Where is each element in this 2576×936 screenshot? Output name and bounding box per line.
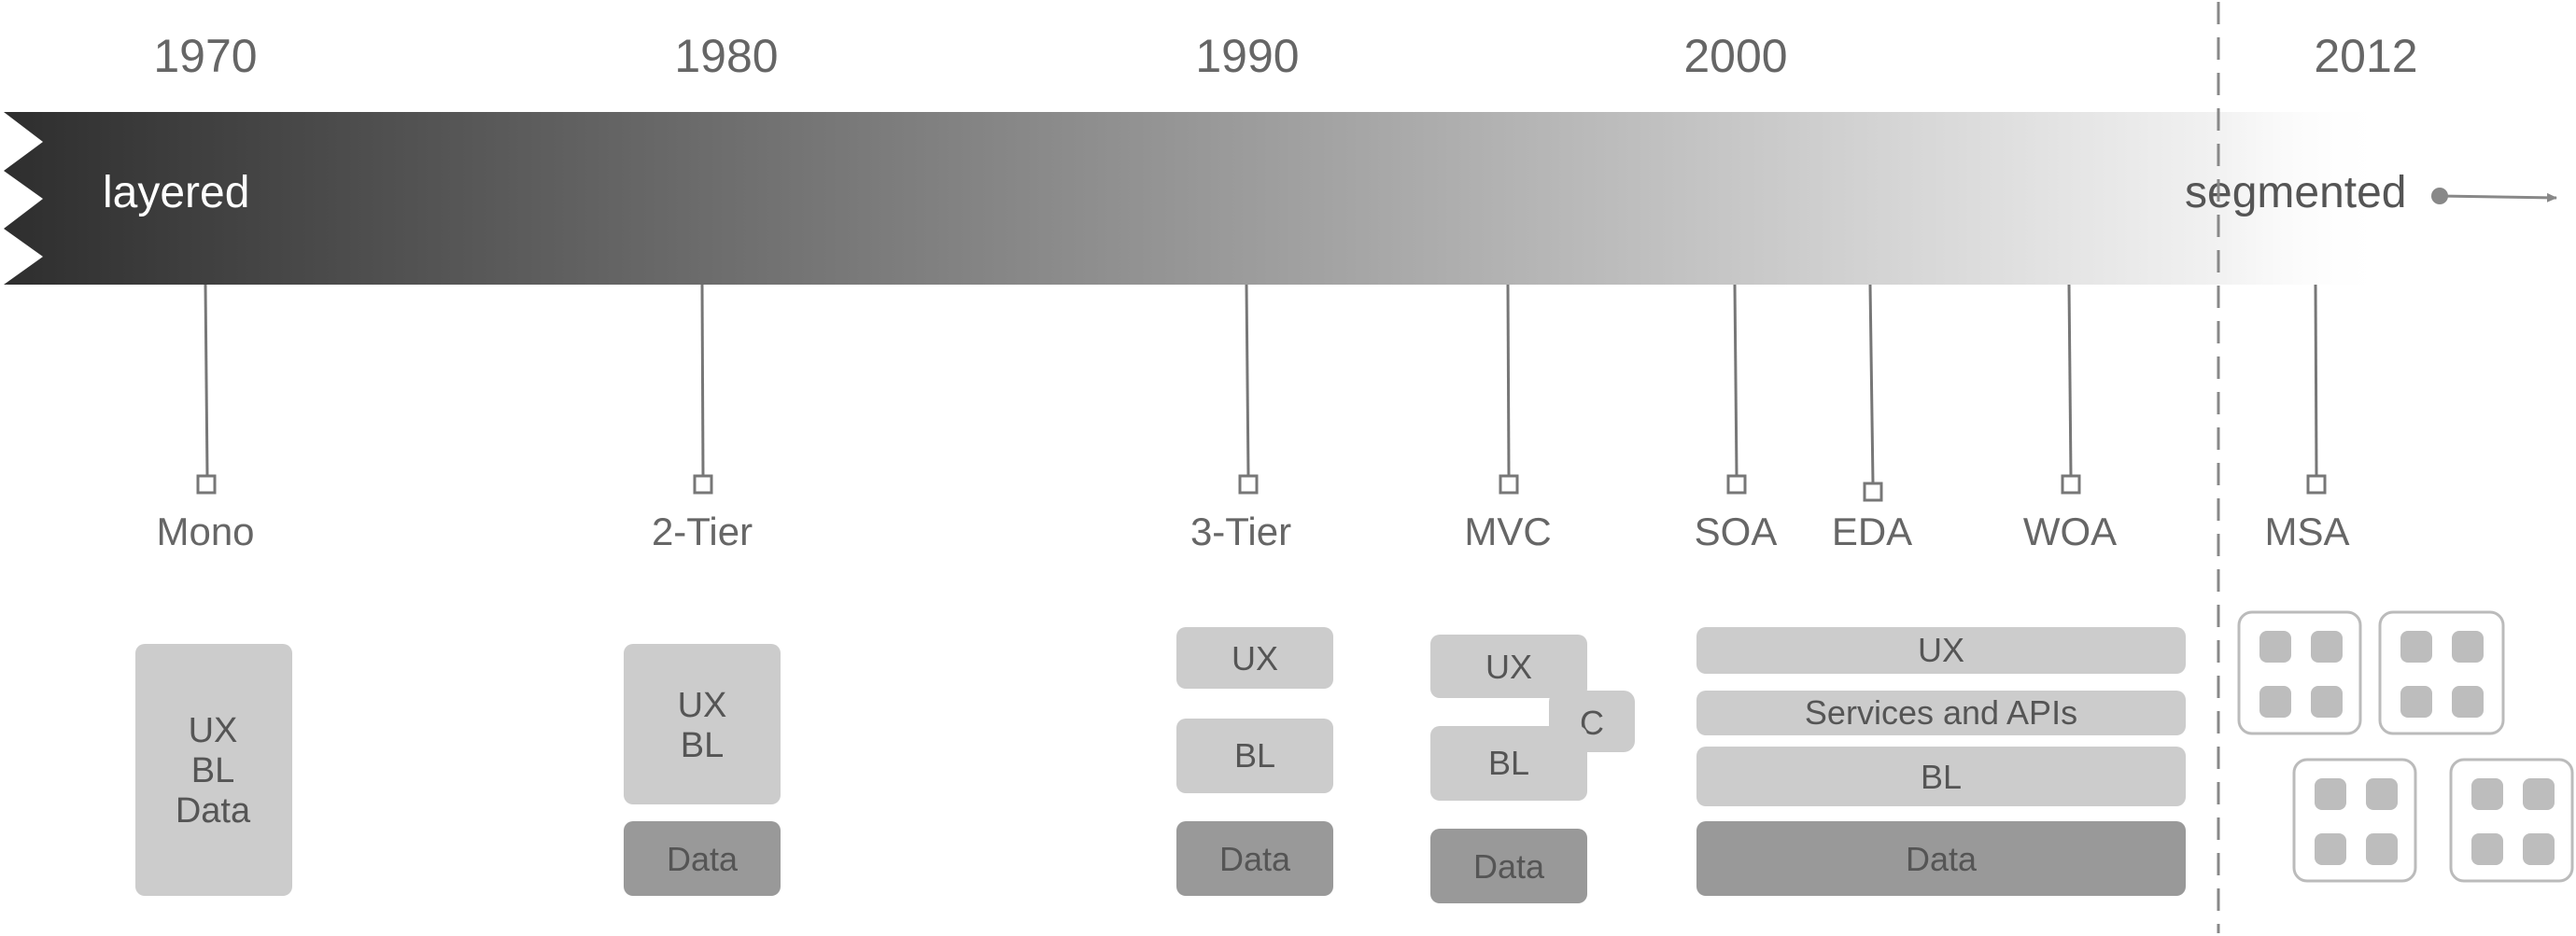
- three-tier-ux: UX: [1232, 639, 1278, 678]
- segmented-label: segmented: [2185, 168, 2407, 217]
- mvc-bl: BL: [1488, 744, 1529, 782]
- year-label: 2012: [2314, 30, 2417, 82]
- soa-data: Data: [1906, 840, 1978, 878]
- year-label: 1990: [1195, 30, 1299, 82]
- mvc-data: Data: [1473, 847, 1545, 886]
- milestone-label: SOA: [1695, 510, 1778, 553]
- soa-architecture: UX Services and APIs BL Data: [1696, 627, 2186, 896]
- milestone-label: MVC: [1464, 510, 1551, 553]
- milestone-marker: [196, 474, 217, 495]
- microservice-block: [2449, 758, 2574, 883]
- milestone-labels: Mono 2-Tier 3-Tier MVC SOA EDA WOA MSA: [156, 510, 2349, 553]
- two-tier-architecture: UX BL Data: [624, 644, 781, 896]
- layered-label: layered: [103, 168, 249, 217]
- three-tier-architecture: UX BL Data: [1176, 627, 1333, 896]
- three-tier-bl: BL: [1234, 736, 1275, 775]
- milestone-marker: [1499, 474, 1519, 495]
- microservice-block: [2292, 758, 2417, 883]
- microservice-block: [2237, 610, 2362, 735]
- milestone-marker: [693, 474, 713, 495]
- year-label: 2000: [1683, 30, 1787, 82]
- mono-bl: BL: [191, 751, 234, 790]
- milestone-label: EDA: [1832, 510, 1912, 553]
- three-tier-data: Data: [1219, 840, 1291, 878]
- mono-data: Data: [176, 791, 251, 831]
- two-tier-bl: BL: [681, 726, 724, 765]
- mvc-architecture: C UX BL Data: [1430, 635, 1635, 903]
- msa-microservices: [2237, 610, 2574, 883]
- mvc-ux: UX: [1485, 648, 1532, 686]
- future-arrow: [2439, 192, 2557, 203]
- milestone-label: MSA: [2264, 510, 2349, 553]
- milestone-marker: [2061, 474, 2081, 495]
- microservice-block: [2378, 610, 2505, 735]
- mono-ux: UX: [189, 711, 238, 750]
- soa-ux: UX: [1918, 631, 1964, 669]
- soa-bl: BL: [1921, 758, 1962, 796]
- milestone-label: Mono: [156, 510, 254, 553]
- soa-services: Services and APIs: [1805, 693, 2077, 732]
- milestone-marker: [2306, 474, 2327, 495]
- milestone-connectors: [196, 284, 2327, 502]
- milestone-marker: [1238, 474, 1259, 495]
- milestone-label: 3-Tier: [1190, 510, 1291, 553]
- year-label: 1970: [153, 30, 257, 82]
- two-tier-ux: UX: [678, 686, 727, 725]
- milestone-marker: [1726, 474, 1747, 495]
- milestone-marker: [1863, 482, 1883, 502]
- year-label: 1980: [674, 30, 778, 82]
- timeline-band: [4, 112, 2390, 285]
- milestone-label: 2-Tier: [652, 510, 753, 553]
- milestone-label: WOA: [2023, 510, 2117, 553]
- mono-architecture: UX BL Data: [135, 644, 292, 896]
- two-tier-data: Data: [667, 840, 739, 878]
- year-labels: 1970 1980 1990 2000 2012: [153, 30, 2417, 82]
